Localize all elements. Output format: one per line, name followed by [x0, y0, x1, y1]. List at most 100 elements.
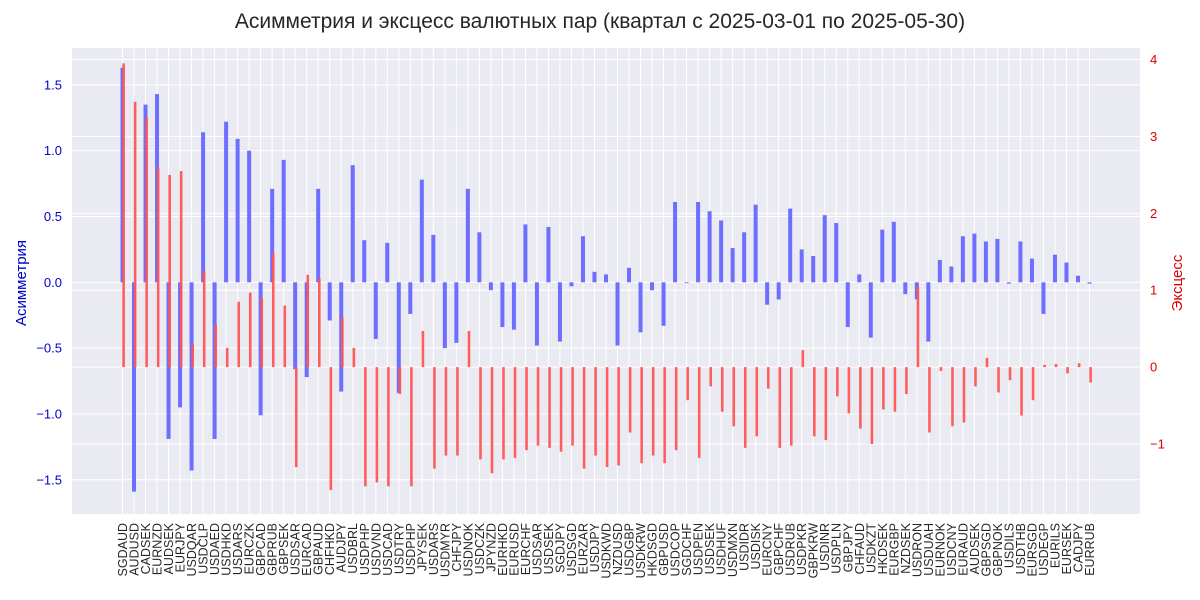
kurtosis-bar [951, 367, 954, 427]
kurtosis-bar [1008, 367, 1012, 381]
x-tick-label: USDARS [427, 523, 441, 575]
x-tick-label: JPYNZD [484, 523, 498, 572]
skew-bar [742, 232, 747, 283]
left-axis-ticks: −1.5 −1.0 −0.5 0.0 0.5 1.0 1.5 [36, 77, 62, 487]
x-tick-label: USDCOP [669, 523, 683, 576]
kurtosis-bar [398, 367, 402, 395]
x-tick-label: EURCNY [761, 522, 775, 575]
x-tick-label: EURUSD [507, 523, 521, 576]
x-tick-label: EURSGD [1025, 523, 1039, 576]
x-tick-label: EURRUB [1083, 523, 1097, 576]
kurtosis-bar [916, 286, 920, 368]
skew-bar [638, 282, 643, 333]
skew-bar [316, 188, 321, 283]
x-tick-label: USDCLP [197, 523, 211, 574]
kurtosis-bar [974, 367, 977, 387]
x-tick-label: USDJPY [588, 522, 602, 572]
x-tick-label: HKDSGD [646, 523, 660, 576]
skew-bar [822, 215, 827, 283]
skew-bar [684, 282, 689, 284]
skew-bar [396, 282, 401, 393]
kurtosis-bar [375, 367, 379, 483]
left-axis-label: Асимметрия [13, 240, 30, 326]
x-tick-label: USDGBP [623, 523, 637, 576]
x-tick-label: EURNOK [933, 522, 947, 576]
kurtosis-bar [1031, 367, 1035, 401]
skew-bar [799, 249, 804, 283]
x-tick-label: USDSGD [565, 523, 579, 576]
kurtosis-bar [836, 367, 839, 397]
left-tick-label: −1.5 [36, 472, 62, 487]
left-tick-label: 1.0 [44, 143, 62, 158]
x-tick-label: EURJPY [174, 522, 188, 572]
x-tick-label: USDPHP [358, 523, 372, 575]
kurtosis-bar [709, 367, 713, 387]
kurtosis-bar [1043, 364, 1046, 368]
x-tick-label: GBPUSD [657, 523, 671, 576]
kurtosis-bar [594, 367, 597, 456]
kurtosis-bar [329, 367, 333, 491]
x-tick-label: USDKWD [600, 523, 614, 579]
skew-bar [845, 282, 850, 328]
kurtosis-bar [364, 367, 367, 487]
kurtosis-bar [536, 367, 540, 446]
kurtosis-bar [882, 367, 885, 410]
kurtosis-bar [582, 367, 586, 469]
kurtosis-bar [237, 301, 241, 368]
x-tick-label: GBPRUB [266, 523, 280, 576]
kurtosis-bar [813, 367, 816, 437]
x-tick-label: EURCZK [243, 522, 257, 574]
x-tick-label: USDTHB [1014, 523, 1028, 574]
right-tick-label: 2 [1150, 206, 1157, 221]
x-tick-label: USDHUF [715, 523, 729, 575]
skew-bar [488, 282, 493, 291]
kurtosis-bar [905, 367, 908, 395]
skew-bar [776, 282, 781, 300]
x-axis-ticks: SGDAUDAUDUSDCADSEKEURNZDAUDSEKEURJPYUSDQ… [116, 522, 1097, 578]
skew-bar [788, 208, 793, 283]
skew-bar [937, 259, 942, 283]
skew-bar [580, 236, 585, 283]
right-tick-label: 4 [1150, 52, 1157, 67]
skew-bar [891, 221, 896, 283]
x-tick-label: EURGBP [887, 523, 901, 576]
skew-bar [995, 238, 1000, 283]
kurtosis-bar [1066, 367, 1069, 374]
kurtosis-bar [341, 317, 344, 368]
kurtosis-bar [732, 367, 736, 427]
skew-bar [362, 240, 367, 283]
x-tick-label: USDTRY [392, 522, 406, 574]
kurtosis-bar [847, 367, 851, 414]
kurtosis-bar [260, 297, 264, 368]
x-tick-label: USDKZT [864, 523, 878, 573]
skew-bar [373, 282, 378, 339]
x-tick-label: USDMXN [726, 523, 740, 577]
kurtosis-bar [928, 367, 931, 433]
kurtosis-bar [433, 367, 436, 469]
kurtosis-bar [743, 367, 747, 448]
x-tick-label: SGDCHF [680, 523, 694, 576]
skew-bar [673, 202, 678, 283]
kurtosis-bar [410, 367, 413, 487]
x-tick-label: CADJPY [1071, 522, 1085, 572]
kurtosis-bar [421, 330, 425, 368]
x-tick-label: GBPCHF [772, 523, 786, 575]
x-tick-label: NZDSEK [899, 522, 913, 573]
kurtosis-bar [697, 367, 701, 458]
kurtosis-bar [145, 117, 148, 368]
bars [120, 63, 1092, 492]
skew-bar [1075, 275, 1080, 283]
kurtosis-bar [663, 367, 666, 464]
skew-bar [650, 282, 655, 291]
x-tick-label: USDPEN [692, 523, 706, 575]
x-tick-label: GBPCAD [254, 523, 268, 576]
kurtosis-bar [502, 367, 505, 460]
skew-bar [983, 241, 988, 283]
skew-bar [385, 242, 390, 283]
x-tick-label: AUDJPY [335, 522, 349, 572]
x-tick-label: EURHKD [496, 523, 510, 576]
kurtosis-bar [306, 274, 310, 368]
skew-bar [557, 282, 562, 342]
x-tick-label: EURAUD [956, 523, 970, 576]
x-tick-label: GBPSGD [979, 523, 993, 577]
